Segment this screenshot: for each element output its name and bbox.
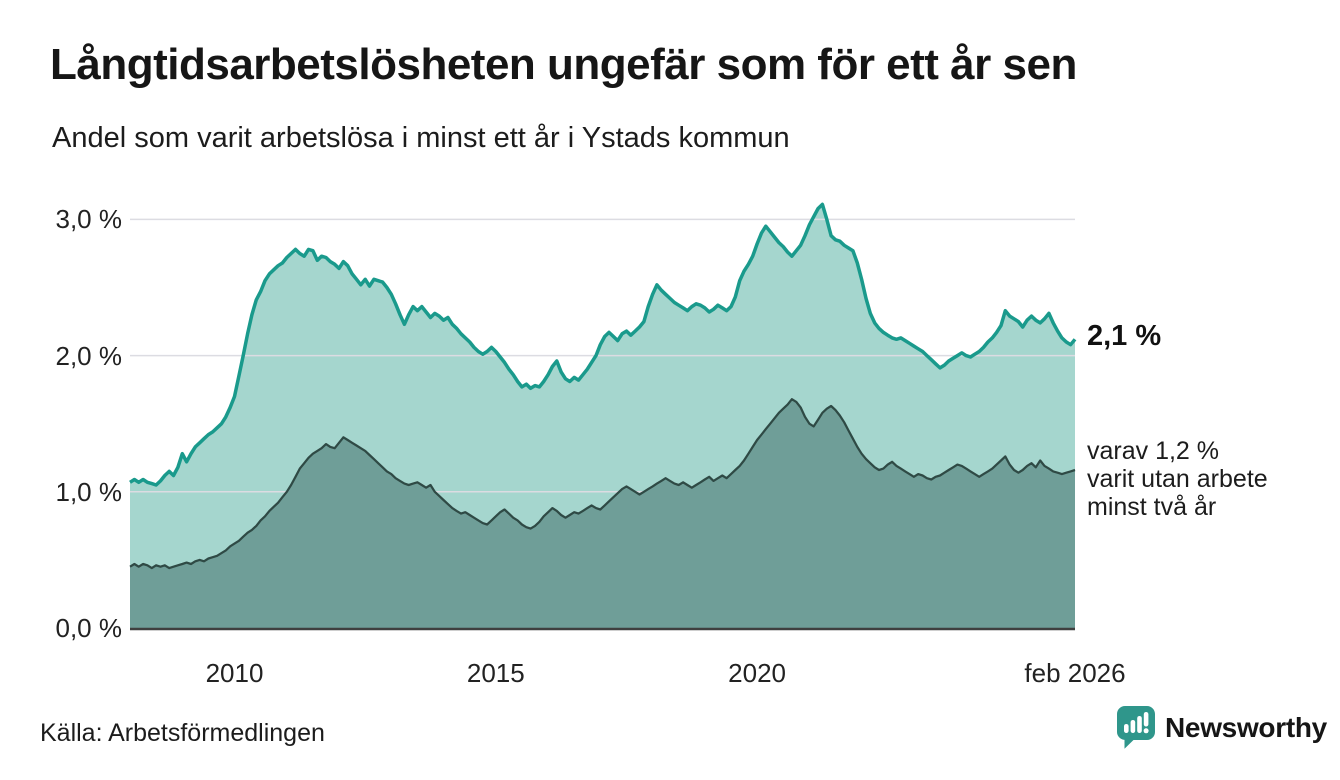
x-tick-label: 2010 xyxy=(205,658,264,688)
x-tick-label: 2015 xyxy=(466,658,525,688)
page-title: Långtidsarbetslösheten ungefär som för e… xyxy=(50,40,1077,89)
source-note: Källa: Arbetsförmedlingen xyxy=(40,719,325,747)
y-tick-label: 2,0 % xyxy=(55,340,123,371)
series1-end-value-label: 2,1 % xyxy=(1087,320,1162,353)
series2-line xyxy=(129,398,1076,570)
y-tick-label: 1,0 % xyxy=(55,476,123,507)
series2-annotation-label: varav 1,2 % varit utan arbete minst två … xyxy=(1087,437,1268,521)
chart-subtitle: Andel som varit arbetslösa i minst ett å… xyxy=(52,122,790,154)
series2-area-fill xyxy=(130,399,1075,628)
x-tick-label: 2020 xyxy=(728,658,787,688)
series1-line xyxy=(129,202,1077,487)
newsworthy-logo: Newsworthy xyxy=(1116,705,1327,750)
y-tick-label: 0,0 % xyxy=(55,613,123,643)
newsworthy-wordmark: Newsworthy xyxy=(1165,711,1327,743)
newsworthy-bubble-chart-icon xyxy=(1117,706,1155,749)
x-tick-label: feb 2026 xyxy=(1024,658,1126,688)
y-tick-label: 3,0 % xyxy=(55,204,123,235)
